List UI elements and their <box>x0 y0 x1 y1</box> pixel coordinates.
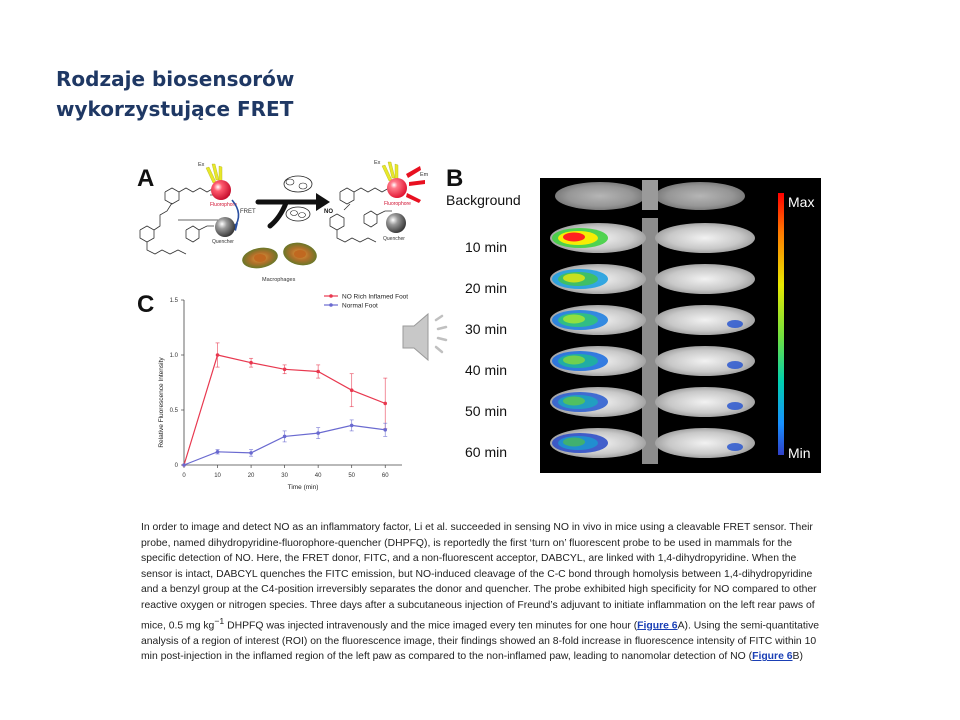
data-point <box>249 451 253 455</box>
normal-paw-signal <box>727 402 743 410</box>
speaker-icon[interactable] <box>402 312 448 362</box>
macrophages-icon <box>242 242 317 269</box>
data-point <box>215 353 220 357</box>
mouse-row-background <box>555 180 745 210</box>
quencher-sphere-right-icon <box>386 213 406 233</box>
normal-paw-signal <box>727 320 743 328</box>
quencher-label-left: Quencher <box>212 239 234 245</box>
data-point <box>282 367 287 372</box>
y-axis-label: Relative Fluorescence Intensity <box>158 357 165 448</box>
panel-a: A FRET Ex Fluorophore Quencher <box>137 160 429 283</box>
x-tick-label: 20 <box>248 473 255 479</box>
figure-caption: In order to image and detect NO as an in… <box>141 520 829 665</box>
mouse-row <box>550 423 755 464</box>
intensity-color-scale <box>778 193 784 455</box>
data-point <box>182 463 186 467</box>
emission-rays-icon <box>406 166 425 203</box>
data-point <box>383 428 388 432</box>
data-point <box>282 434 287 439</box>
x-tick-label: 40 <box>315 473 322 479</box>
legend-marker <box>329 303 333 307</box>
data-point <box>316 369 320 374</box>
figure-6b-link[interactable]: Figure 6 <box>752 651 793 663</box>
fluorescence-chart: 0 10 20 30 40 50 60 0 0.5 1.0 1.5 Time (min) Relativ… <box>158 294 408 492</box>
fluorophore-label-right: Fluorophore <box>384 201 411 207</box>
time-label: 20 min <box>465 280 507 296</box>
quencher-label-right: Quencher <box>383 236 405 242</box>
time-label: 10 min <box>465 239 507 255</box>
time-label: 30 min <box>465 321 507 337</box>
x-tick-label: 50 <box>348 473 355 479</box>
mouse-row <box>550 259 755 300</box>
time-label: 50 min <box>465 403 507 419</box>
data-point <box>383 401 388 406</box>
panel-b: B Background 10 min 20 min 30 min 40 min 50 … <box>446 165 821 473</box>
caption-text-1: In order to image and detect NO as an in… <box>141 522 817 632</box>
panel-c-letter: C <box>137 291 154 318</box>
fret-label: FRET <box>240 209 256 215</box>
caption-text-3: A). Using the semi-quantitative analysis… <box>141 620 820 663</box>
data-point <box>349 423 354 428</box>
data-point <box>316 431 320 435</box>
ex-label-right: Ex <box>374 160 381 166</box>
fluorophore-emitting-sphere-icon <box>387 178 407 198</box>
y-tick-label: 0 <box>175 463 179 469</box>
time-label: 60 min <box>465 444 507 460</box>
em-label: Em <box>420 172 429 178</box>
figure-6a-link[interactable]: Figure 6 <box>637 620 678 632</box>
slide-title-line-2: wykorzystujące FRET <box>56 97 294 121</box>
caption-text-4: B) <box>792 651 803 663</box>
caption-text-2: DHPFQ was injected intravenously and the… <box>224 620 638 632</box>
data-point <box>249 360 253 365</box>
ex-label-left: Ex <box>198 162 205 168</box>
fluorophore-label-left: Fluorophore <box>210 202 237 208</box>
slide-title: Rodzaje biosensorów wykorzystujące FRET <box>56 64 456 124</box>
normal-paw-signal <box>727 443 743 451</box>
legend-marker <box>329 294 333 298</box>
x-tick-label: 10 <box>214 473 221 479</box>
data-point <box>349 388 354 393</box>
y-tick-label: 0.5 <box>170 408 179 414</box>
reaction-arrowhead-icon <box>316 193 330 211</box>
legend-label: NO Rich Inflamed Foot <box>342 294 408 301</box>
background-label: Background <box>446 192 521 208</box>
x-axis-label: Time (min) <box>288 484 319 491</box>
data-point <box>215 450 220 454</box>
x-tick-label: 30 <box>281 473 288 479</box>
mouse-row <box>550 341 755 382</box>
panel-a-letter: A <box>137 165 154 192</box>
no-label: NO <box>324 209 333 215</box>
legend-label: Normal Foot <box>342 303 378 310</box>
mouse-row <box>550 218 755 259</box>
cleaved-probe-structure <box>329 187 392 243</box>
fluorophore-sphere-icon <box>211 180 231 200</box>
caption-superscript: −1 <box>214 615 225 626</box>
time-label: 40 min <box>465 362 507 378</box>
time-label-group: 10 min 20 min 30 min 40 min 50 min 60 min <box>465 239 507 460</box>
slide-title-line-1: Rodzaje biosensorów <box>56 67 295 91</box>
mouse-image-rows <box>550 180 755 464</box>
mouse-row <box>550 300 755 341</box>
figure-6: A FRET Ex Fluorophore Quencher <box>137 160 821 491</box>
x-tick-label: 0 <box>182 473 186 479</box>
reaction-arrow-icon <box>255 199 319 229</box>
x-tick-label: 60 <box>382 473 389 479</box>
scale-min-label: Min <box>788 445 811 461</box>
normal-paw-signal <box>727 361 743 369</box>
macrophages-label: Macrophages <box>262 277 296 283</box>
scale-max-label: Max <box>788 194 814 210</box>
y-tick-label: 1.0 <box>170 353 179 359</box>
panel-c: C 0 10 20 30 40 50 60 0 0.5 1.0 1.5 Time (min) Relat… <box>137 291 408 491</box>
y-tick-label: 1.5 <box>170 298 179 304</box>
no-cloud-icon <box>283 175 313 222</box>
mouse-row <box>550 382 755 423</box>
excitation-rays-right-icon <box>381 161 399 182</box>
quencher-sphere-icon <box>215 217 235 237</box>
panel-b-letter: B <box>446 165 463 192</box>
